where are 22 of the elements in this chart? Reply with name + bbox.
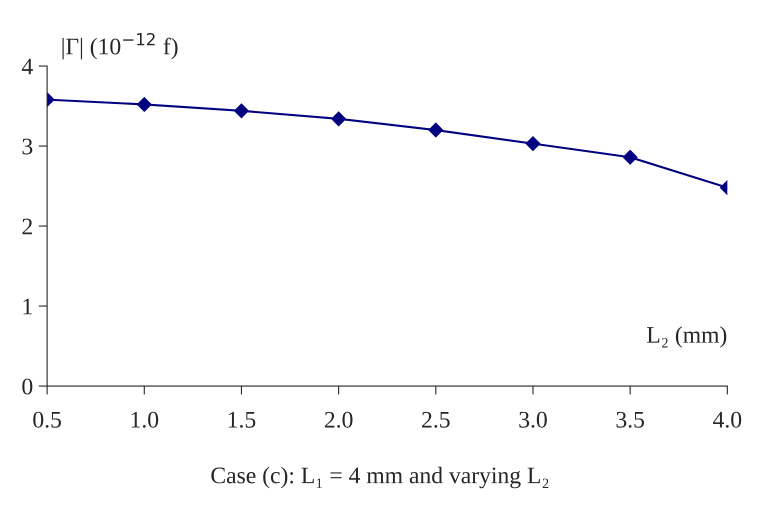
x-tick-label: 2.5 — [422, 412, 450, 428]
x-axis-title: L₂ (mm) — [646, 326, 726, 348]
point — [234, 103, 249, 118]
point — [622, 150, 638, 165]
point — [331, 111, 346, 126]
text: Case (c): L₁ = 4 mm and varying L₂ — [211, 466, 548, 488]
y-axis-title: |Γ| (10$^{−12}$ f) — [62, 32, 178, 60]
y-tick-label: 1 — [24, 298, 32, 314]
y-tick-label: 2 — [22, 218, 32, 234]
y-tick-label: 3 — [22, 138, 32, 154]
point — [136, 97, 152, 112]
point — [526, 136, 540, 152]
y-tick-label: 0 — [22, 378, 32, 395]
x-tick-label: 1.0 — [132, 412, 158, 428]
x-tick-label: 1.5 — [228, 412, 256, 428]
x-tick-label: 3.0 — [519, 412, 547, 428]
x-tick-label: 3.5 — [616, 412, 644, 428]
x-tick-label: 2.0 — [324, 412, 352, 428]
y-tick-label: 4 — [22, 58, 33, 74]
x-tick-label: 0.5 — [33, 412, 61, 428]
x-tick-label: 4.0 — [713, 412, 742, 428]
point — [428, 122, 444, 138]
